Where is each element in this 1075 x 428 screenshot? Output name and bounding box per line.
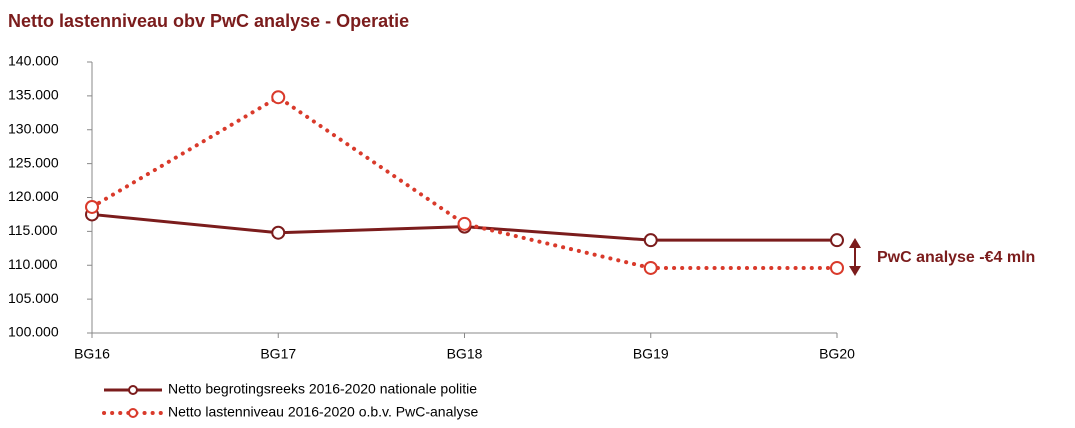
data-point	[643, 233, 658, 248]
annotation-arrow	[849, 238, 861, 276]
legend-marker	[128, 408, 138, 418]
y-tick-label: 115.000	[8, 222, 58, 238]
series-line	[90, 94, 839, 270]
legend-label: Netto lastenniveau 2016-2020 o.b.v. PwC-…	[168, 404, 478, 420]
data-point	[830, 233, 844, 248]
y-tick-label: 130.000	[8, 120, 59, 136]
data-point	[271, 225, 286, 240]
data-point	[830, 260, 844, 275]
x-tick-label: BG19	[633, 346, 669, 362]
x-tick-label: BG17	[260, 346, 296, 362]
x-tick-label: BG20	[819, 346, 855, 362]
data-point	[85, 199, 99, 214]
y-tick-label: 135.000	[8, 87, 59, 103]
y-tick-label: 110.000	[8, 256, 58, 272]
y-tick-label: 140.000	[8, 53, 59, 69]
annotation: PwC analyse -€4 mln	[877, 249, 1035, 266]
data-point	[643, 260, 658, 275]
legend-label: Netto begrotingsreeks 2016-2020 national…	[168, 381, 477, 397]
legend-marker	[128, 385, 138, 395]
y-tick-label: 120.000	[8, 188, 59, 204]
x-tick-label: BG18	[447, 346, 483, 362]
data-point	[271, 90, 286, 105]
y-tick-label: 100.000	[8, 324, 59, 340]
y-tick-label: 105.000	[8, 290, 59, 306]
data-point	[457, 216, 472, 231]
y-tick-label: 125.000	[8, 154, 59, 170]
x-tick-label: BG16	[74, 346, 110, 362]
chart-title: Netto lastenniveau obv PwC analyse - Ope…	[8, 11, 409, 31]
